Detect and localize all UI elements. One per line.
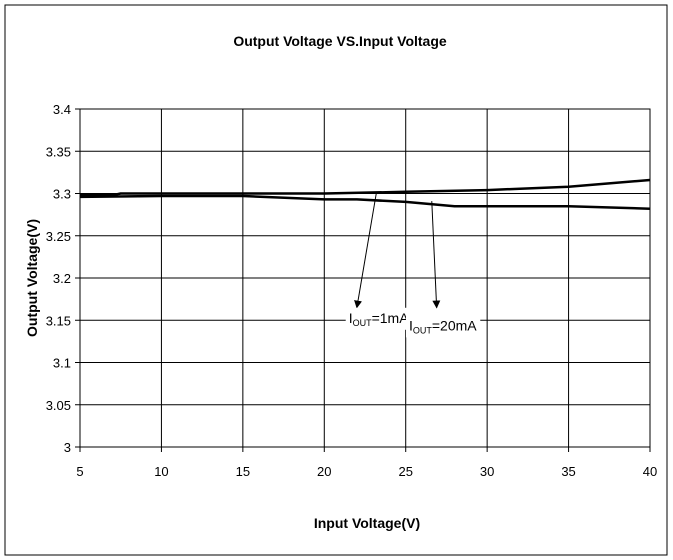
x-tick-label-0: 5 [76, 464, 83, 479]
x-tick-label-2: 15 [236, 464, 250, 479]
x-tick-label-5: 30 [480, 464, 494, 479]
y-tick-label-6: 3.3 [53, 187, 71, 202]
x-tick-label-1: 10 [154, 464, 168, 479]
y-tick-label-3: 3.15 [46, 313, 71, 328]
y-tick-label-1: 3.05 [46, 398, 71, 413]
annotation-label-background-0 [345, 307, 413, 330]
x-tick-label-6: 35 [561, 464, 575, 479]
chart-frame [4, 4, 668, 556]
x-tick-label-7: 40 [643, 464, 657, 479]
chart-title: Output Voltage VS.Input Voltage [233, 33, 447, 49]
series-lines [79, 178, 651, 210]
annotation-arrow-1 [431, 201, 441, 309]
x-axis-title: Input Voltage(V) [314, 515, 420, 531]
series-line-0 [80, 178, 651, 197]
series-line-1 [79, 194, 651, 210]
y-tick-label-4: 3.2 [53, 271, 71, 286]
annotations: IOUT=1mA IOUT=20mA [345, 192, 481, 338]
y-tick-label-7: 3.35 [46, 144, 71, 159]
annotation-label-1: IOUT=20mA [409, 317, 477, 335]
y-tick-label-8: 3.4 [53, 102, 71, 117]
x-tick-label-3: 20 [317, 464, 331, 479]
y-tick-label-2: 3.1 [53, 356, 71, 371]
y-axis-title: Output Voltage(V) [24, 219, 40, 337]
y-axis-ticks: 3 3.05 3.1 3.15 3.2 3.25 3.3 3.35 3.4 [46, 102, 80, 455]
annotation-arrow-0 [354, 192, 377, 309]
y-tick-label-0: 3 [64, 440, 71, 455]
annotation-label-0: IOUT=1mA [349, 310, 410, 328]
annotation-label-background-1 [405, 315, 481, 338]
x-tick-label-4: 25 [398, 464, 412, 479]
x-axis-ticks: 5 10 15 20 25 30 35 40 [76, 447, 657, 479]
y-tick-label-5: 3.25 [46, 229, 71, 244]
